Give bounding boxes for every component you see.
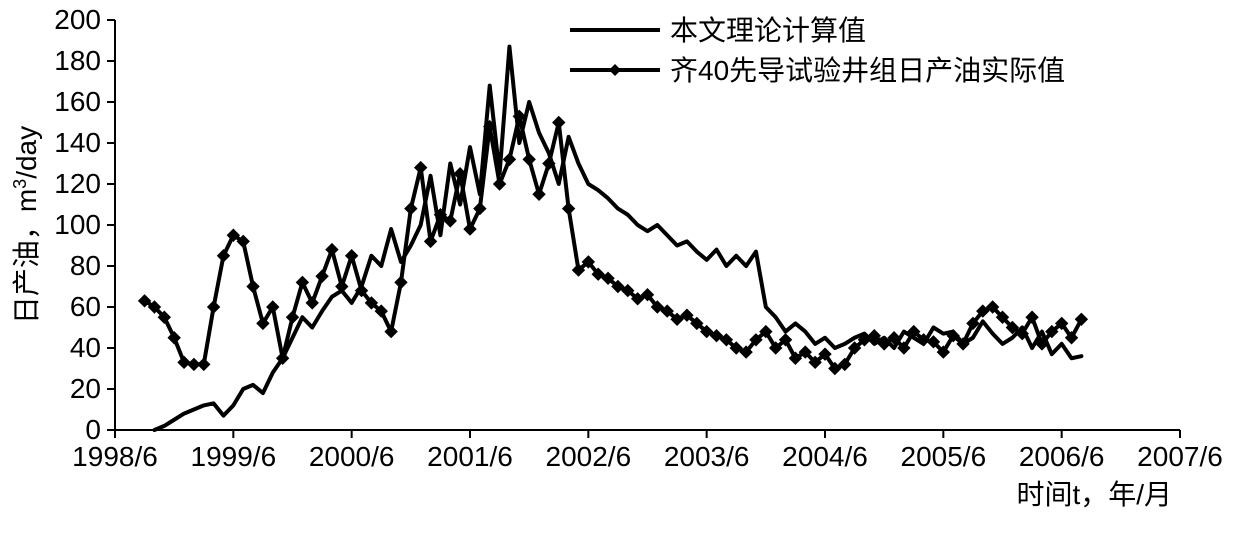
legend-label: 本文理论计算值: [670, 15, 866, 46]
chart-container: 0204060801001201401601802001998/61999/62…: [0, 0, 1240, 534]
y-tick-label: 180: [54, 45, 101, 76]
x-tick-label: 2000/6: [309, 441, 395, 472]
y-tick-label: 160: [54, 86, 101, 117]
x-tick-label: 2003/6: [664, 441, 750, 472]
y-tick-label: 120: [54, 168, 101, 199]
y-axis-label: 日产油，m3/day: [10, 126, 42, 324]
line-chart: 0204060801001201401601802001998/61999/62…: [0, 0, 1240, 534]
y-tick-label: 20: [70, 373, 101, 404]
x-tick-label: 2006/6: [1019, 441, 1105, 472]
y-tick-label: 100: [54, 209, 101, 240]
x-tick-label: 2005/6: [901, 441, 987, 472]
y-tick-label: 80: [70, 250, 101, 281]
x-tick-label: 1998/6: [72, 441, 158, 472]
x-tick-label: 2007/6: [1137, 441, 1223, 472]
x-tick-label: 2004/6: [782, 441, 868, 472]
legend-label: 齐40先导试验井组日产油实际值: [670, 55, 1065, 86]
y-tick-label: 200: [54, 4, 101, 35]
x-tick-label: 2001/6: [427, 441, 513, 472]
y-tick-label: 140: [54, 127, 101, 158]
y-tick-label: 60: [70, 291, 101, 322]
x-axis-label: 时间t，年/月: [1016, 479, 1172, 510]
y-tick-label: 40: [70, 332, 101, 363]
x-tick-label: 1999/6: [191, 441, 277, 472]
x-tick-label: 2002/6: [546, 441, 632, 472]
